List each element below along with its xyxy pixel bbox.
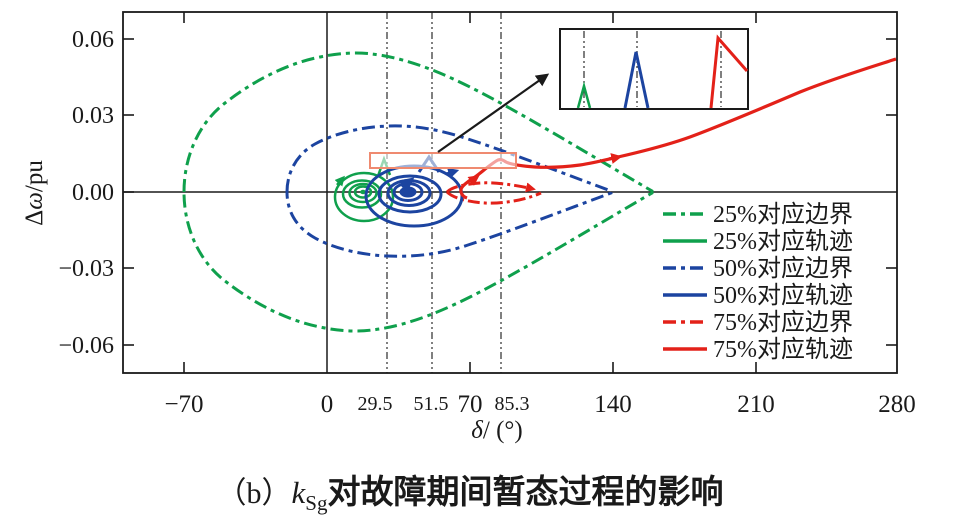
x-tick-70: 70 [458, 391, 483, 418]
x-tick-210: 210 [737, 391, 775, 418]
trajectory-50-arrow-inner [398, 177, 415, 192]
inset-peak-25 [576, 81, 592, 109]
caption-subscript: Sg [305, 491, 328, 515]
x-axis-title-delta: δ [471, 417, 483, 444]
inset-peak-75 [709, 34, 749, 109]
x-tick-labels: −70 0 70 140 210 280 29.5 51.5 85.3 [164, 391, 915, 418]
legend-label-trajectory-50: 50%对应轨迹 [713, 282, 853, 309]
trajectory-75-arrow-mid [608, 153, 623, 164]
boundary-25-curve [182, 51, 654, 333]
x-tick-neg70: −70 [164, 391, 203, 418]
y-axis-title-unit: /pu [21, 160, 48, 192]
x-tick-85.3: 85.3 [495, 393, 530, 415]
inset-pointer-arrow [437, 73, 550, 153]
axis-ticks [123, 12, 897, 373]
x-tick-0: 0 [321, 391, 334, 418]
trajectory-25-center [360, 189, 366, 195]
y-tick-0.06: 0.06 [72, 27, 114, 53]
y-axis-title: Δω/pu [21, 160, 48, 226]
trajectory-75-arrow-start [467, 175, 480, 186]
x-tick-280: 280 [878, 391, 916, 418]
inset-guide-lines [583, 31, 722, 107]
x-tick-140: 140 [594, 391, 632, 418]
figure-caption: （b）kSg对故障期间暂态过程的影响 [217, 474, 724, 515]
trajectory-50-arrow-outer [445, 167, 460, 179]
y-axis-title-omega: ω [21, 192, 48, 210]
x-axis-title: δ/ (°) [471, 417, 522, 444]
caption-text: 对故障期间暂态过程的影响 [327, 474, 723, 511]
legend-label-trajectory-75: 75%对应轨迹 [713, 336, 853, 363]
y-tick-neg0.03: −0.03 [58, 256, 114, 282]
trajectory-25-arrow [334, 175, 345, 187]
trajectory-25-spiral [333, 171, 395, 223]
y-axis-title-delta: Δ [21, 210, 48, 226]
highlight-region-box [369, 152, 517, 169]
x-tick-51.5: 51.5 [414, 393, 449, 415]
inset-magnified-view [559, 28, 749, 110]
x-tick-29.5: 29.5 [358, 393, 393, 415]
legend-label-trajectory-25: 25%对应轨迹 [713, 228, 853, 255]
boundary-75-upper-curve [445, 181, 536, 194]
trajectory-50-center [399, 186, 417, 198]
y-tick-neg0.06: −0.06 [58, 333, 114, 359]
legend-label-boundary-75: 75%对应边界 [713, 309, 853, 336]
boundary-75-lower-curve [445, 190, 542, 205]
caption-variable: k [292, 475, 307, 510]
y-tick-0.00: 0.00 [72, 180, 114, 206]
legend-label-boundary-25: 25%对应边界 [713, 201, 853, 228]
inset-peak-50 [623, 51, 650, 109]
boundary-50-curve [285, 124, 613, 258]
y-tick-labels: 0.06 0.03 0.00 −0.03 −0.06 [58, 27, 114, 359]
caption-index: （b） [217, 477, 292, 510]
legend-label-boundary-50: 50%对应边界 [713, 255, 853, 282]
y-tick-0.03: 0.03 [72, 103, 114, 129]
x-axis-title-unit: / (°) [483, 417, 523, 444]
legend: 25%对应边界 25%对应轨迹 50%对应边界 50%对应轨迹 75%对应边界 … [663, 201, 853, 363]
